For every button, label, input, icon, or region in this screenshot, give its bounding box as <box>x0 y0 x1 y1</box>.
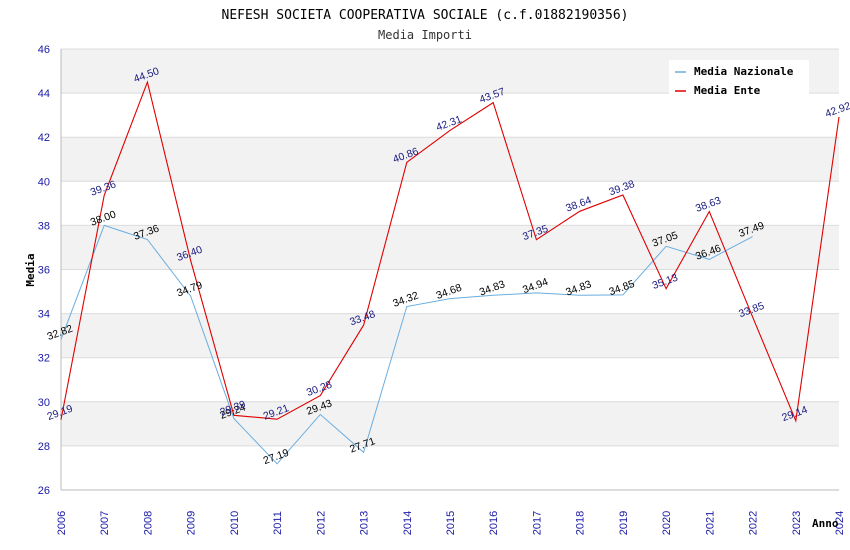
y-tick-label: 42 <box>38 132 50 144</box>
plot-background <box>61 49 839 490</box>
x-tick-label: 2018 <box>575 511 587 535</box>
y-tick-label: 44 <box>38 88 50 100</box>
x-tick-label: 2014 <box>402 511 414 535</box>
plot-band <box>61 181 839 226</box>
series-line-media-ente <box>60 80 840 423</box>
legend: Media Nazionale Media Ente <box>669 60 809 97</box>
plot-band <box>61 401 839 446</box>
x-axis-ticks: 2006 2007 2008 2009 2010 2011 2012 2013 2014 2015… <box>56 511 846 535</box>
plot-band <box>61 357 839 402</box>
x-tick-label: 2011 <box>272 511 284 535</box>
y-tick-label: 32 <box>38 353 50 365</box>
y-tick-label: 38 <box>38 220 50 232</box>
plot-band <box>61 313 839 358</box>
x-axis-label: Anno <box>812 517 839 530</box>
x-tick-label: 2017 <box>531 511 543 535</box>
plot-band <box>61 269 839 314</box>
x-tick-label: 2022 <box>748 511 760 535</box>
x-tick-label: 2015 <box>445 511 457 535</box>
y-tick-label: 40 <box>38 176 50 188</box>
x-tick-label: 2009 <box>186 511 198 535</box>
y-tick-label: 36 <box>38 265 50 277</box>
series-lines <box>60 80 840 465</box>
y-tick-label: 28 <box>38 441 50 453</box>
x-tick-label: 2010 <box>229 511 241 535</box>
x-tick-label: 2007 <box>99 511 111 535</box>
chart-title: NEFESH SOCIETA COOPERATIVA SOCIALE (c.f.… <box>222 8 629 23</box>
y-tick-label: 46 <box>38 44 50 56</box>
chart-subtitle: Media Importi <box>378 28 472 42</box>
y-tick-label: 26 <box>38 485 50 497</box>
x-tick-label: 2016 <box>488 511 500 535</box>
x-tick-label: 2012 <box>315 511 327 535</box>
legend-label-media-nazionale: Media Nazionale <box>694 65 794 78</box>
y-tick-label: 30 <box>38 397 50 409</box>
plot-band <box>61 137 839 182</box>
gridlines <box>60 48 839 491</box>
plot-band <box>61 225 839 270</box>
x-tick-label: 2008 <box>142 511 154 535</box>
series-line-media-nazionale <box>60 224 753 465</box>
legend-label-media-ente: Media Ente <box>694 84 761 97</box>
y-axis-label: Media <box>24 253 37 286</box>
y-axis-ticks: 26 28 30 32 34 36 38 40 42 44 46 <box>38 44 50 497</box>
x-tick-label: 2020 <box>661 511 673 535</box>
x-tick-label: 2021 <box>704 511 716 535</box>
x-tick-label: 2023 <box>791 511 803 535</box>
plot-band <box>61 445 839 490</box>
x-tick-label: 2013 <box>359 511 371 535</box>
legend-box <box>669 60 809 96</box>
y-tick-label: 34 <box>38 309 50 321</box>
x-tick-label: 2024 <box>834 511 846 535</box>
x-tick-label: 2019 <box>618 511 630 535</box>
x-tick-label: 2006 <box>56 511 68 535</box>
